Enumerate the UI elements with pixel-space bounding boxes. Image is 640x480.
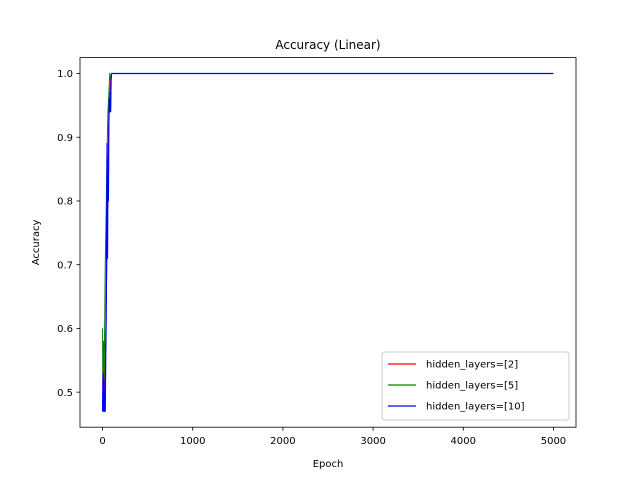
y-tick-label: 0.8 xyxy=(57,197,73,208)
x-axis: 0 1000 2000 3000 4000 5000 xyxy=(99,427,566,447)
series-layer xyxy=(101,72,554,412)
y-axis: 0.5 0.6 0.7 0.8 0.9 1.0 xyxy=(57,69,80,399)
chart-title: Accuracy (Linear) xyxy=(275,38,380,52)
x-axis-label: Epoch xyxy=(313,459,344,470)
x-tick-label: 2000 xyxy=(270,436,295,447)
plot-area xyxy=(79,57,577,428)
legend-label-3: hidden_layers=[10] xyxy=(426,402,525,413)
y-tick-label: 0.9 xyxy=(57,133,73,144)
y-axis-label: Accuracy xyxy=(31,219,42,265)
x-tick-label: 4000 xyxy=(451,436,476,447)
y-tick-label: 0.5 xyxy=(57,388,73,399)
y-tick-label: 0.6 xyxy=(57,324,73,335)
y-tick-label: 0.7 xyxy=(57,260,73,271)
x-tick-label: 0 xyxy=(99,436,105,447)
legend: hidden_layers=[2] hidden_layers=[5]hidden… xyxy=(381,351,570,421)
x-tick-label: 5000 xyxy=(541,436,566,447)
y-tick-label: 1.0 xyxy=(57,69,73,80)
legend-label-1: hidden_layers=[2] xyxy=(426,360,518,371)
legend-label-2: hidden_layers=[5] xyxy=(426,381,518,392)
plot-frame xyxy=(79,57,577,428)
x-tick-label: 1000 xyxy=(180,436,205,447)
series-line-3 xyxy=(101,72,554,412)
x-tick-label: 3000 xyxy=(360,436,385,447)
legend-box xyxy=(381,351,570,421)
